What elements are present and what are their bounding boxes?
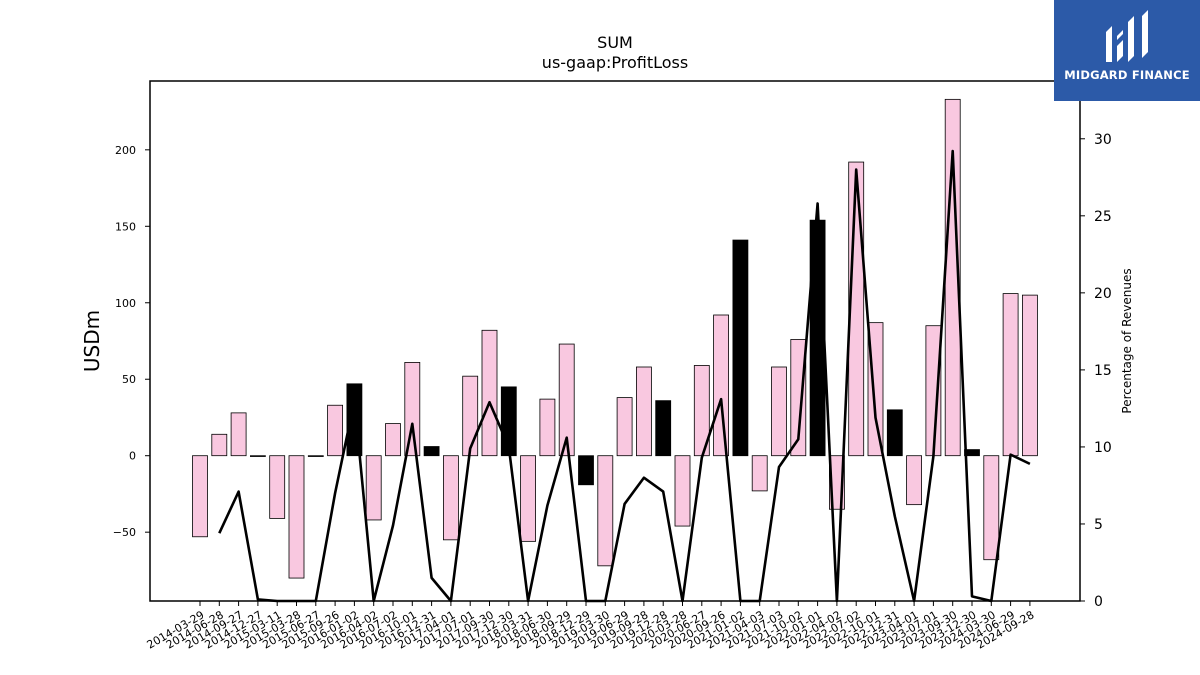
bar (636, 366, 652, 457)
bar (1002, 293, 1019, 457)
y-tick-label: 0 (129, 450, 136, 463)
bar (597, 455, 614, 567)
bar (211, 433, 228, 457)
bar (790, 339, 807, 457)
x-axis: 2014-03-292014-06-282014-09-272014-12-27… (145, 601, 1036, 652)
bar (674, 455, 691, 527)
series-line (218, 149, 1031, 603)
y2-tick-label: 20 (1094, 286, 1112, 302)
bar (520, 455, 536, 542)
y-tick-label: 150 (115, 220, 136, 233)
y-tick-label: 50 (122, 373, 136, 386)
bar (539, 398, 556, 457)
bar (249, 455, 266, 457)
bar (442, 455, 459, 541)
bar (230, 412, 247, 457)
bars-layer (192, 98, 1038, 579)
bar (983, 455, 1000, 561)
brand-logo: MIDGARD FINANCE (1054, 0, 1200, 101)
bar (385, 423, 401, 457)
y2-tick-label: 10 (1094, 440, 1112, 456)
bar (1022, 294, 1038, 457)
bar (481, 329, 498, 457)
y2-axis: 0 5 10 15 20 25 30 (1080, 132, 1112, 610)
chart-subtitle: us-gaap:ProfitLoss (542, 53, 688, 72)
bar (365, 455, 382, 521)
bar (713, 314, 729, 457)
midgard-logo-icon (1106, 10, 1148, 62)
bar (732, 239, 749, 457)
bar (906, 455, 922, 506)
bar (327, 404, 344, 457)
bar (269, 455, 286, 519)
bar (462, 375, 479, 457)
y2-tick-label: 15 (1094, 363, 1112, 379)
y-axis-label: USDm (80, 310, 104, 372)
bar (751, 455, 768, 492)
y-tick-label: 200 (115, 144, 136, 157)
y2-tick-label: 5 (1094, 517, 1103, 533)
y-tick-label: −50 (113, 526, 136, 539)
bar (558, 343, 575, 457)
bar (192, 455, 208, 538)
y-tick-label: 100 (115, 297, 136, 310)
line-layer (218, 149, 1031, 603)
bar (288, 455, 305, 579)
y2-axis-label: Percentage of Revenues (1120, 268, 1134, 413)
y2-tick-label: 0 (1094, 594, 1103, 610)
bar (771, 366, 787, 457)
bar (423, 446, 440, 457)
bar (578, 455, 594, 486)
y2-tick-label: 25 (1094, 209, 1112, 225)
y-axis: −50 0 50 100 150 200 (113, 144, 150, 539)
y2-tick-label: 30 (1094, 132, 1112, 148)
bar (307, 455, 324, 457)
plot-frame (149, 80, 1081, 602)
bar (886, 409, 903, 457)
bar (655, 400, 672, 457)
brand-name: MIDGARD FINANCE (1064, 68, 1190, 82)
bar (404, 362, 421, 457)
bar (616, 397, 633, 457)
chart-title: SUM (597, 33, 633, 52)
